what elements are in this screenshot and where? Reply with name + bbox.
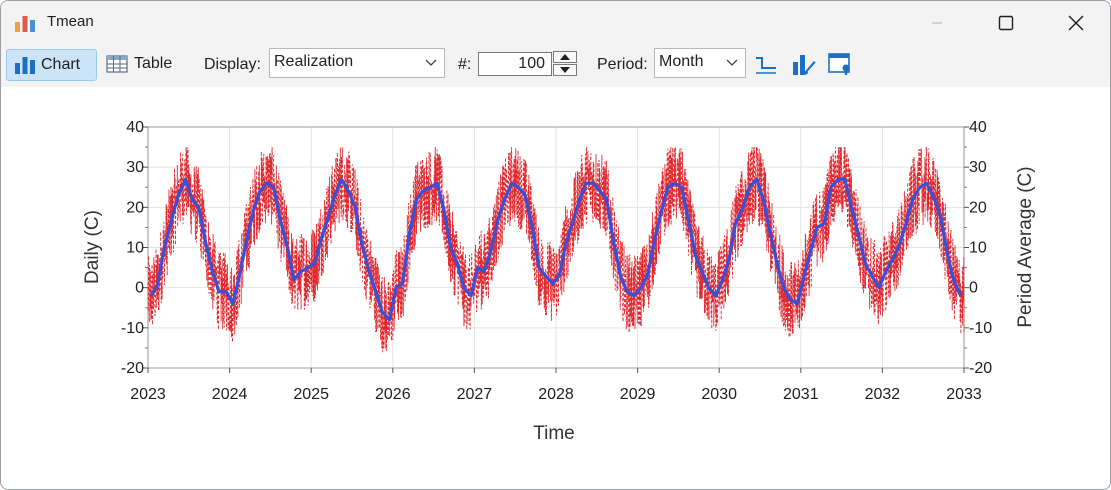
decrement-button[interactable] — [553, 64, 577, 76]
y-tick-label-left: 40 — [126, 119, 144, 136]
settings-window-button[interactable] — [827, 51, 853, 77]
increment-button[interactable] — [553, 51, 577, 63]
display-label: Display: — [204, 56, 261, 73]
x-tick-label: 2027 — [457, 386, 493, 403]
y-tick-label-right: 40 — [969, 119, 987, 136]
y-tick-label-left: -20 — [121, 360, 144, 377]
x-tick-label: 2030 — [701, 386, 737, 403]
daily-series — [147, 146, 965, 353]
y-tick-label-right: 20 — [969, 199, 987, 216]
chart-edit-icon — [793, 55, 817, 75]
edit-chart-button[interactable] — [791, 51, 817, 77]
chevron-down-icon — [425, 59, 437, 66]
period-average-series — [149, 177, 963, 322]
close-icon — [1068, 15, 1084, 31]
period-average-line — [149, 177, 963, 322]
daily-series-line — [147, 146, 965, 353]
y-tick-label-left: -10 — [121, 320, 144, 337]
title-bar: Tmean — [1, 1, 1110, 45]
bar-chart-icon — [15, 57, 35, 74]
chart-view-label: Chart — [41, 56, 81, 73]
tick-labels: 2023 2024 2025 2026 2027 2028 2029 2030 2031 2032… — [121, 119, 992, 403]
table-view-label: Table — [134, 55, 173, 72]
chart-view-button[interactable]: Chart — [6, 49, 97, 81]
window-title: Tmean — [47, 13, 94, 30]
count-label: #: — [458, 56, 472, 73]
table-view-button[interactable]: Table — [105, 49, 185, 79]
window-settings-icon — [828, 53, 850, 75]
triangle-up-icon — [560, 54, 570, 60]
y-tick-label-left: 10 — [126, 240, 144, 257]
y-tick-label-right: 0 — [969, 280, 978, 297]
y-tick-label-right: -10 — [969, 320, 992, 337]
y-axis-title-right: Period Average (C) — [1015, 166, 1036, 327]
step-line-icon — [756, 57, 776, 74]
x-tick-label: 2032 — [865, 386, 901, 403]
x-tick-label: 2031 — [783, 386, 819, 403]
x-tick-label: 2029 — [620, 386, 656, 403]
period-select[interactable]: Month — [654, 48, 746, 78]
display-select[interactable]: Realization — [269, 48, 445, 78]
toolbar: Chart Table Display: Realization #: 100 — [1, 45, 1110, 87]
x-tick-label: 2024 — [212, 386, 248, 403]
axis-ticks — [143, 126, 969, 373]
y-axis-title-left: Daily (C) — [82, 210, 103, 284]
period-select-value: Month — [659, 53, 704, 70]
x-tick-label: 2033 — [946, 386, 982, 403]
chart-app-icon — [15, 16, 35, 32]
display-select-value: Realization — [274, 53, 354, 70]
count-input[interactable]: 100 — [478, 52, 552, 76]
tmean-chart: 2023 2024 2025 2026 2027 2028 2029 2030 2031 2032… — [82, 119, 1036, 444]
y-tick-label-left: 0 — [135, 280, 144, 297]
minimize-button[interactable] — [914, 1, 960, 45]
minimize-icon — [932, 22, 942, 24]
x-axis-title: Time — [533, 423, 575, 444]
chevron-down-icon — [726, 59, 738, 66]
step-line-button[interactable] — [753, 51, 779, 77]
x-tick-label: 2026 — [375, 386, 411, 403]
x-tick-label: 2028 — [538, 386, 574, 403]
y-tick-label-right: -20 — [969, 360, 992, 377]
triangle-down-icon — [560, 67, 570, 73]
y-tick-label-right: 10 — [969, 240, 987, 257]
y-tick-label-left: 20 — [126, 199, 144, 216]
y-tick-label-right: 30 — [969, 159, 987, 176]
x-tick-label: 2023 — [130, 386, 166, 403]
table-icon — [106, 55, 128, 73]
period-label: Period: — [597, 56, 648, 73]
maximize-icon — [998, 15, 1014, 31]
close-button[interactable] — [1053, 1, 1099, 45]
x-tick-label: 2025 — [293, 386, 329, 403]
y-tick-label-left: 30 — [126, 159, 144, 176]
maximize-button[interactable] — [983, 1, 1029, 45]
